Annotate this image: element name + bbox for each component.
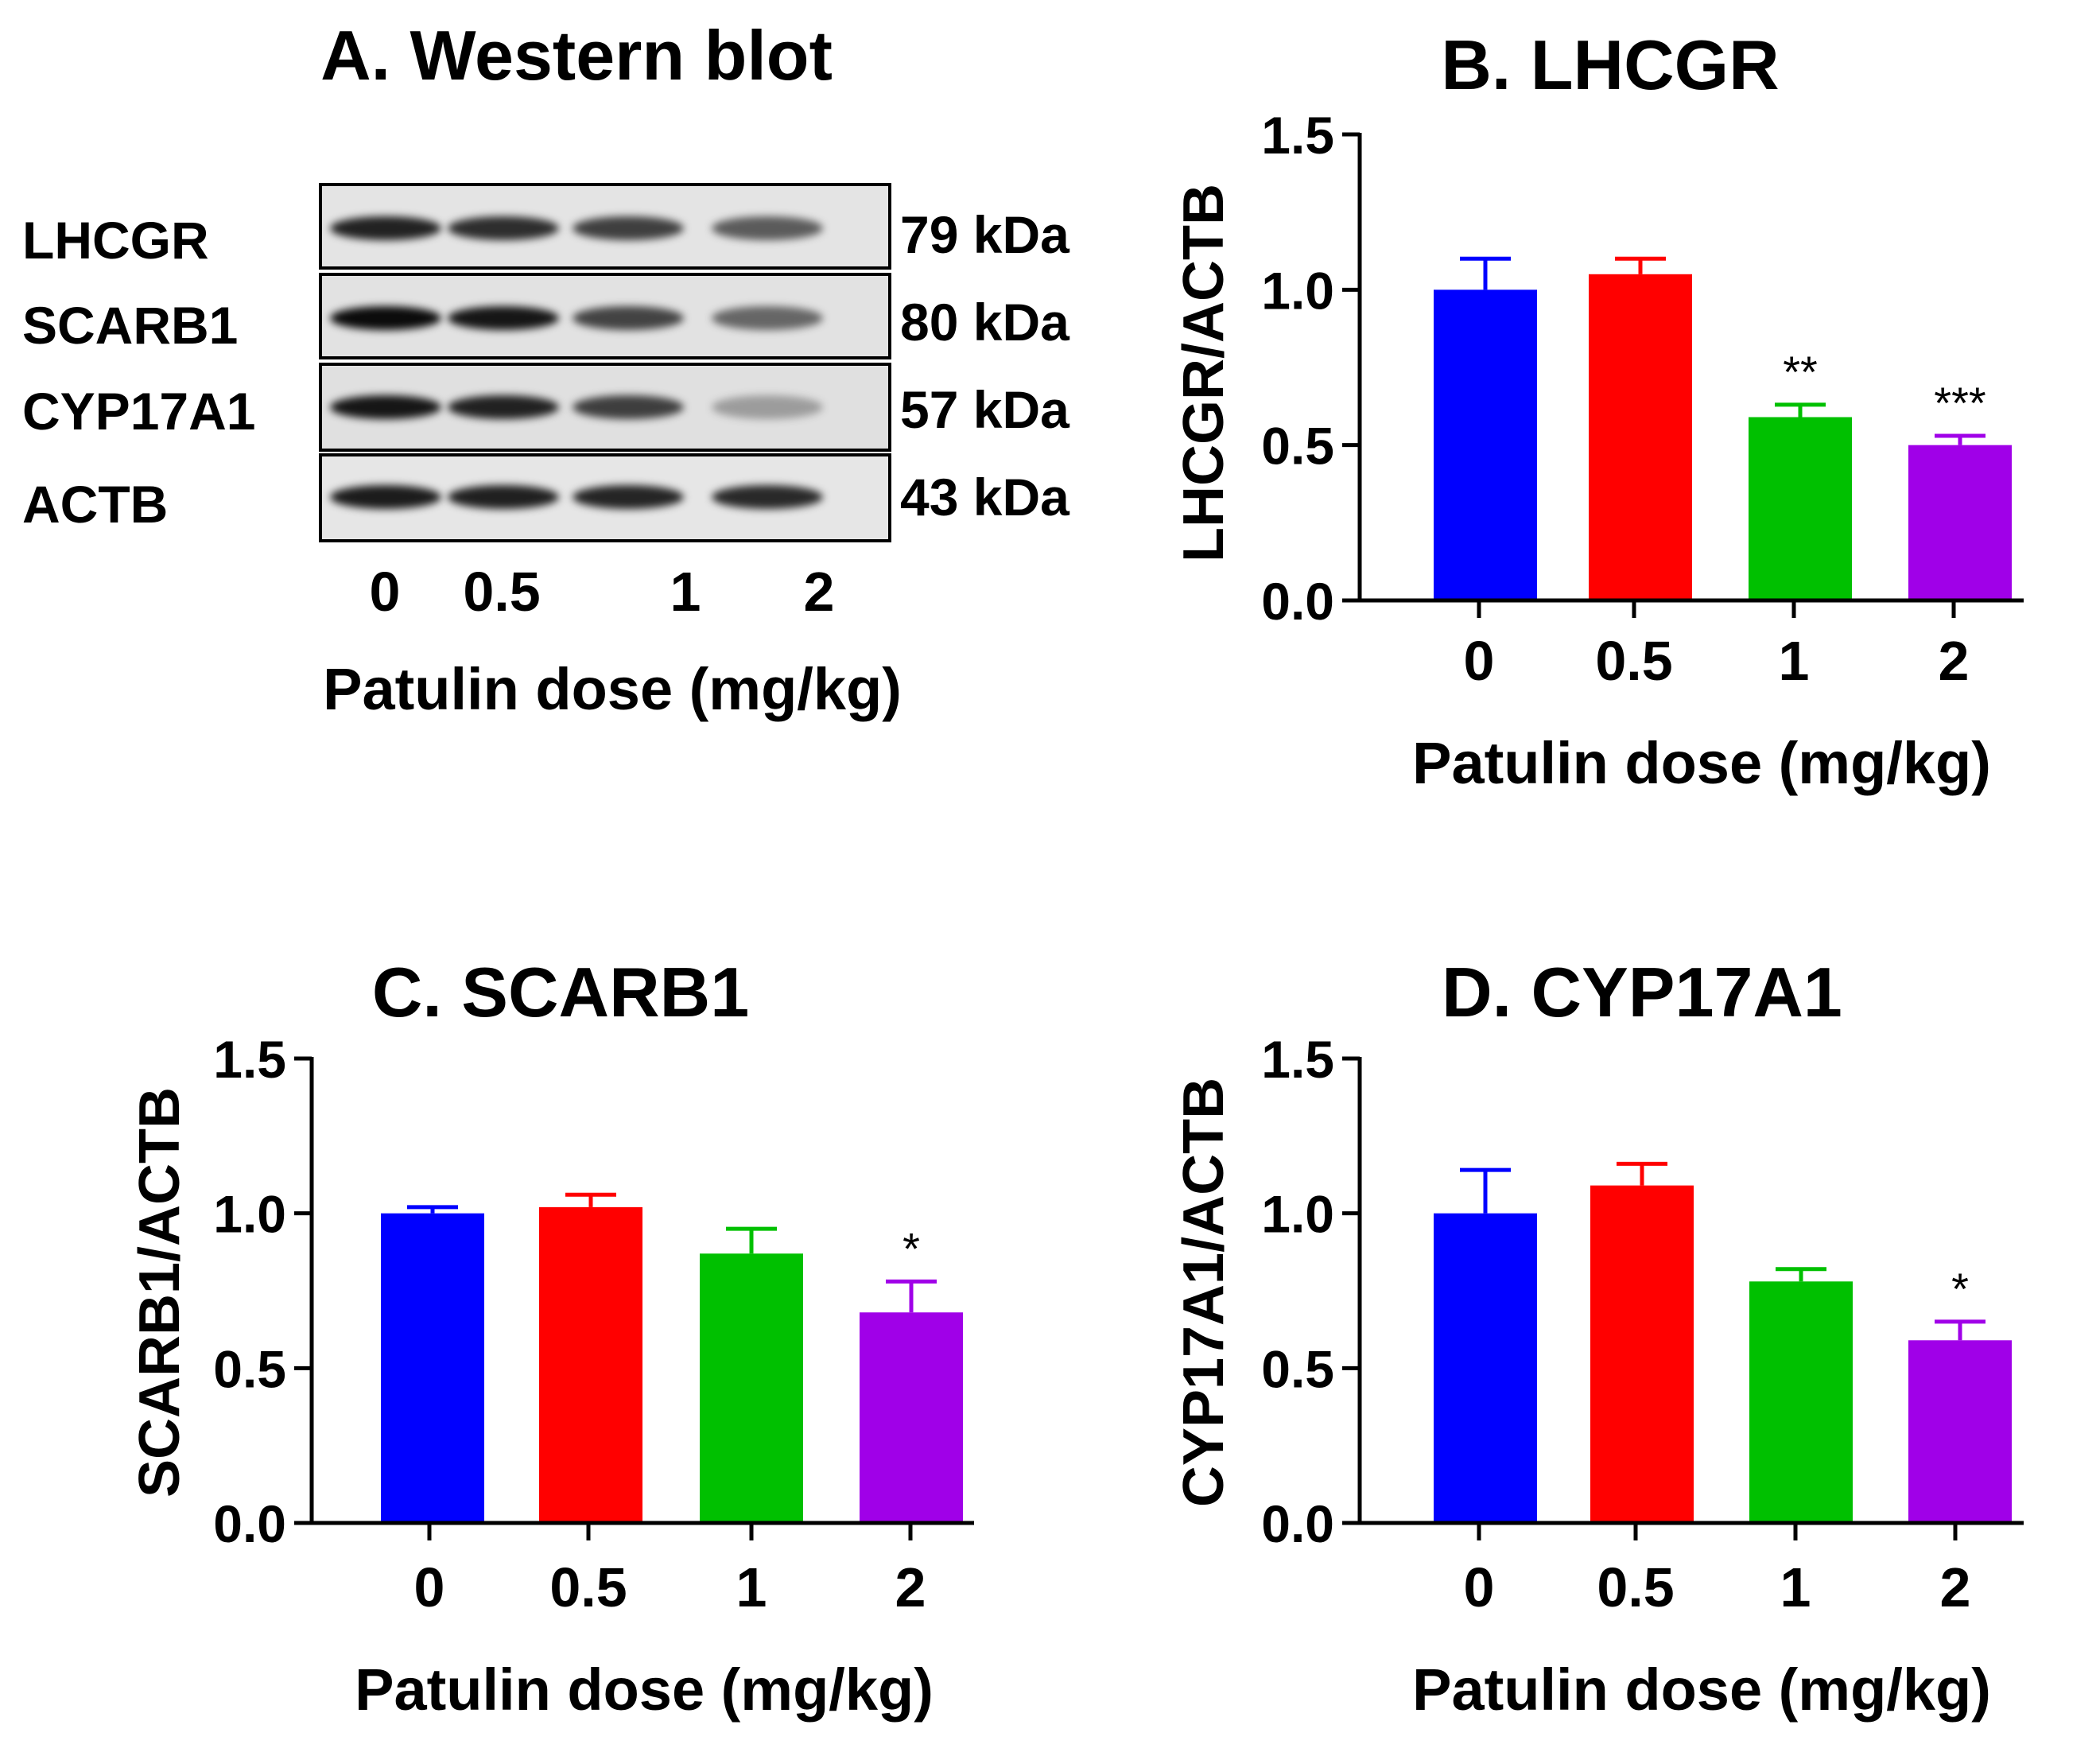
size-label-scarb1: 80 kDa [900,293,1070,352]
x-tick-label: 1 [1779,630,1810,692]
x-tick-label: 2 [1939,630,1970,692]
lane-label-2: 2 [804,561,835,623]
y-tick-label: 0.5 [213,1339,286,1398]
bar [1589,274,1692,600]
y-tick-label: 1.0 [1261,1185,1334,1244]
lane-label-1: 1 [670,561,701,623]
blot-band [573,306,684,330]
lane-label-0: 0 [370,561,401,623]
bar [700,1253,803,1523]
size-label-lhcgr: 79 kDa [900,205,1070,264]
chart-title: D. CYP17A1 [1442,953,1842,1031]
bar [1749,417,1852,600]
blot-band [330,485,441,509]
western-blot-xlabel: Patulin dose (mg/kg) [323,656,902,722]
y-axis-label: SCARB1/ACTB [128,1087,192,1498]
significance-label: * [902,1223,920,1273]
x-tick-label: 2 [895,1556,926,1618]
protein-label-cyp17a1: CYP17A1 [22,382,256,441]
blot-band [712,395,823,419]
protein-label-lhcgr: LHCGR [22,211,209,270]
y-tick-label: 1.0 [213,1185,286,1244]
blot-band [330,395,441,419]
chart-cyp17a1: D. CYP17A1 * 0.0 0.5 1.0 1.5 0 0.5 1 2 Patulin dos… [1172,953,2024,1723]
blot-bands [330,216,823,509]
y-tick-label: 1.0 [1261,261,1334,320]
y-axis-label: CYP17A1/ACTB [1172,1078,1236,1507]
x-tick-label: 0.5 [1595,630,1672,692]
bar [1434,289,1537,600]
x-tick-label: 2 [1940,1556,1971,1618]
x-tick-label: 0.5 [549,1556,627,1618]
blot-band [573,216,684,240]
y-tick-label: 1.5 [1261,106,1334,165]
x-tick-label: 0 [414,1556,445,1618]
x-tick-label: 0 [1464,630,1495,692]
significance-label: *** [1934,378,1985,428]
bar [1590,1185,1694,1523]
lane-label-0-5: 0.5 [463,561,540,623]
blot-band [330,216,441,240]
size-label-cyp17a1: 57 kDa [900,380,1070,439]
bar [860,1312,963,1523]
bar [1908,1340,2012,1523]
protein-label-actb: ACTB [22,475,168,534]
x-tick-label: 1 [736,1556,767,1618]
x-axis-label: Patulin dose (mg/kg) [1412,1657,1991,1723]
blot-band [712,485,823,509]
significance-label: * [1951,1264,1969,1314]
x-axis-label: Patulin dose (mg/kg) [355,1657,934,1723]
significance-label: ** [1783,347,1818,397]
y-axis-label: LHCGR/ACTB [1172,184,1236,562]
blot-band [573,485,684,509]
y-tick-label: 0.5 [1261,417,1334,476]
y-tick-label: 1.5 [213,1030,286,1089]
blot-band [448,216,559,240]
protein-label-scarb1: SCARB1 [22,296,238,355]
chart-scarb1: C. SCARB1 * 0.0 0.5 1.0 1.5 0 0.5 1 2 Patulin dose… [128,953,974,1723]
blot-band [448,485,559,509]
chart-title: B. LHCGR [1441,25,1779,104]
blot-band [573,395,684,419]
y-tick-label: 0.5 [1261,1339,1334,1398]
panel-a-western-blot: A. Western blot LHCGR SCARB1 CYP17A1 ACT… [22,16,1070,722]
blot-band [712,216,823,240]
panel-a-title: A. Western blot [320,16,833,95]
blot-band [448,395,559,419]
chart-title: C. SCARB1 [372,953,749,1031]
bar [381,1213,484,1523]
x-axis-label: Patulin dose (mg/kg) [1412,730,1991,796]
y-tick-label: 0.0 [213,1494,286,1553]
y-tick-label: 1.5 [1261,1030,1334,1089]
size-label-actb: 43 kDa [900,468,1070,526]
x-tick-label: 0 [1464,1556,1495,1618]
x-tick-label: 1 [1780,1556,1811,1618]
bar [1908,445,2012,600]
blot-band [330,306,441,330]
blot-band [448,306,559,330]
y-tick-label: 0.0 [1261,572,1334,631]
y-tick-label: 0.0 [1261,1494,1334,1553]
x-tick-label: 0.5 [1597,1556,1674,1618]
blot-band [712,306,823,330]
bar [1749,1281,1853,1523]
bar [1434,1213,1537,1523]
bar [539,1206,642,1523]
